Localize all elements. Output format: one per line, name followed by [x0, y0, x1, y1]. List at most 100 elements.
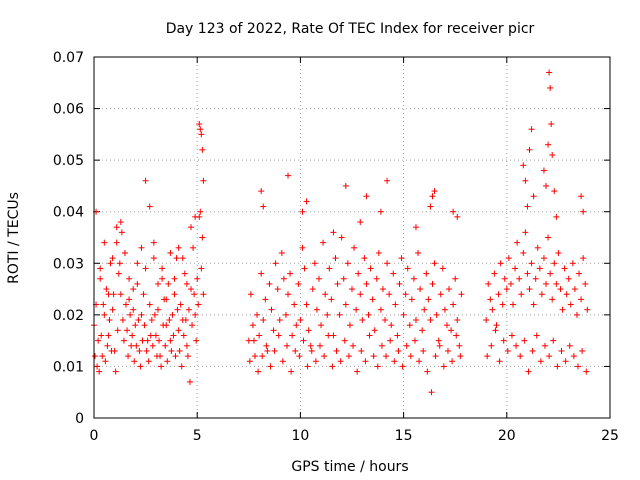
- y-tick-label: 0.03: [53, 256, 84, 272]
- data-point: [496, 358, 503, 365]
- data-point: [541, 342, 548, 349]
- data-point: [567, 301, 574, 308]
- data-point: [160, 322, 167, 329]
- data-point: [576, 270, 583, 277]
- data-point: [169, 311, 176, 318]
- data-point: [520, 162, 527, 169]
- data-point: [579, 347, 586, 354]
- data-point: [427, 203, 434, 210]
- data-point: [249, 322, 256, 329]
- data-point: [108, 347, 115, 354]
- data-point: [305, 327, 312, 334]
- data-point: [346, 322, 353, 329]
- data-point: [517, 353, 524, 360]
- data-point: [299, 208, 306, 215]
- data-point: [287, 270, 294, 277]
- data-point: [313, 306, 320, 313]
- data-point: [351, 244, 358, 251]
- data-point: [454, 213, 461, 220]
- data-point: [512, 265, 519, 272]
- data-point: [457, 353, 464, 360]
- x-tick-label: 15: [395, 428, 413, 444]
- data-point: [197, 208, 204, 215]
- data-point: [565, 275, 572, 282]
- data-point: [195, 301, 202, 308]
- data-point: [134, 260, 141, 267]
- data-point: [115, 270, 122, 277]
- data-point: [144, 337, 151, 344]
- data-point: [267, 363, 274, 370]
- data-point: [338, 234, 345, 241]
- data-point: [412, 224, 419, 231]
- data-point: [341, 337, 348, 344]
- data-point: [99, 353, 106, 360]
- data-point: [117, 219, 124, 226]
- data-point: [126, 296, 133, 303]
- data-point: [156, 337, 163, 344]
- data-point: [350, 342, 357, 349]
- data-point: [320, 239, 327, 246]
- data-point: [102, 358, 109, 365]
- data-point: [342, 182, 349, 189]
- data-point: [398, 255, 405, 262]
- data-point: [110, 291, 117, 298]
- data-point: [533, 332, 540, 339]
- data-point: [536, 265, 543, 272]
- data-point: [521, 337, 528, 344]
- data-point: [566, 342, 573, 349]
- data-point: [293, 322, 300, 329]
- data-point: [344, 260, 351, 267]
- data-point: [255, 368, 262, 375]
- data-point: [375, 249, 382, 256]
- data-point: [143, 347, 150, 354]
- data-point: [404, 265, 411, 272]
- data-point: [374, 363, 381, 370]
- data-point: [262, 296, 269, 303]
- data-point: [163, 296, 170, 303]
- data-point: [336, 311, 343, 318]
- data-point: [171, 291, 178, 298]
- data-point: [140, 291, 147, 298]
- data-point: [505, 255, 512, 262]
- data-point: [245, 337, 252, 344]
- data-point: [179, 255, 186, 262]
- data-point: [258, 188, 265, 195]
- data-point: [199, 146, 206, 153]
- y-tick-label: 0.06: [53, 102, 84, 118]
- data-point: [543, 182, 550, 189]
- data-point: [134, 280, 141, 287]
- data-point: [260, 317, 267, 324]
- data-point: [268, 306, 275, 313]
- data-point: [117, 291, 124, 298]
- data-point: [127, 311, 134, 318]
- data-point: [124, 327, 131, 334]
- data-point: [361, 255, 368, 262]
- data-point: [254, 311, 261, 318]
- data-point: [443, 322, 450, 329]
- y-tick-label: 0.02: [53, 308, 84, 324]
- data-point: [158, 363, 165, 370]
- data-point: [516, 275, 523, 282]
- data-point: [283, 342, 290, 349]
- data-point: [142, 265, 149, 272]
- data-point: [175, 244, 182, 251]
- data-point: [551, 188, 558, 195]
- data-point: [317, 342, 324, 349]
- data-point: [122, 301, 129, 308]
- data-point: [547, 84, 554, 91]
- data-point: [448, 327, 455, 334]
- data-point: [410, 275, 417, 282]
- data-point: [121, 249, 128, 256]
- data-point: [182, 317, 189, 324]
- data-point: [92, 353, 99, 360]
- data-point: [295, 280, 302, 287]
- data-point: [166, 317, 173, 324]
- data-point: [578, 296, 585, 303]
- data-point: [337, 358, 344, 365]
- data-point: [436, 342, 443, 349]
- data-point: [194, 275, 201, 282]
- data-point: [582, 280, 589, 287]
- data-point: [402, 291, 409, 298]
- data-point: [330, 229, 337, 236]
